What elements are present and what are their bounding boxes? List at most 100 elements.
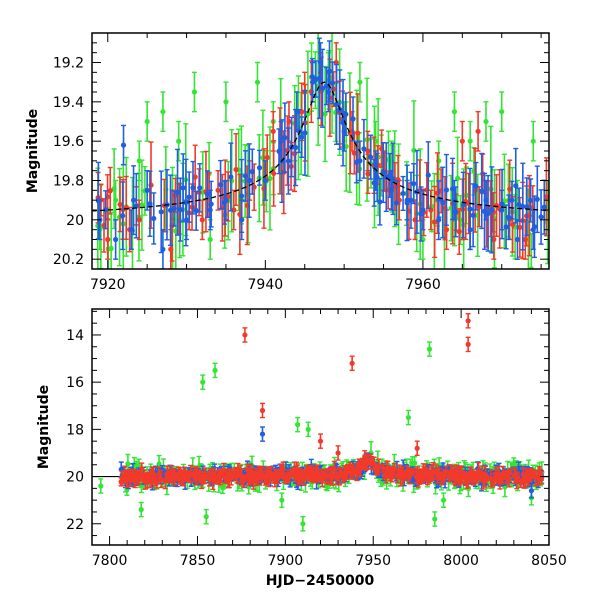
green-point (530, 138, 536, 144)
blue-point (341, 128, 347, 134)
blue-point (120, 213, 126, 219)
y-tick-label: 19.8 (53, 174, 84, 190)
blue-point (520, 203, 526, 210)
blue-point (380, 169, 386, 176)
green-point (108, 245, 114, 252)
y-tick-label: 19.6 (53, 134, 84, 150)
green-point (113, 197, 119, 203)
blue-point (256, 165, 263, 171)
blue-point (299, 134, 305, 140)
red-point (156, 471, 162, 478)
blue-point (285, 158, 291, 164)
red-point (507, 470, 513, 476)
red-point (291, 150, 298, 157)
blue-point (144, 187, 150, 193)
blue-point (357, 158, 363, 164)
green-point (451, 109, 458, 115)
data-layer (92, 313, 549, 532)
red-point (355, 130, 361, 136)
green-point (499, 109, 505, 115)
blue-point (197, 185, 203, 191)
red-point (522, 236, 528, 243)
blue-point (325, 89, 331, 95)
blue-point (310, 79, 316, 85)
green-point (411, 147, 417, 153)
red-point (203, 473, 209, 479)
blue-point (282, 135, 288, 141)
red-point (483, 475, 490, 481)
green-point (144, 118, 150, 125)
green-point (160, 109, 166, 115)
red-point (105, 236, 111, 243)
green-point (136, 158, 142, 164)
x-tick-label: 7920 (90, 277, 126, 293)
green-point (322, 111, 328, 117)
blue-point (513, 183, 519, 189)
green-point (207, 236, 213, 243)
blue-point (530, 227, 536, 233)
red-point (475, 468, 482, 474)
red-point (271, 170, 277, 177)
blue-point (393, 200, 400, 206)
red-point (215, 187, 221, 193)
blue-point (420, 207, 426, 213)
blue-point (190, 185, 196, 191)
red-point (158, 476, 164, 482)
red-point (432, 219, 438, 225)
red-point (456, 228, 462, 235)
blue-point (373, 168, 379, 174)
blue-point (186, 194, 192, 200)
y-tick-label: 20 (66, 213, 84, 229)
blue-point (239, 193, 245, 199)
green-point (176, 138, 182, 144)
blue-point (514, 236, 521, 243)
blue-point (479, 188, 485, 194)
blue-point (292, 144, 299, 151)
top-y-axis-title: Magnitude (25, 109, 41, 193)
blue-point (239, 217, 245, 223)
blue-point (249, 169, 255, 175)
blue-point (319, 85, 326, 91)
green-point (454, 175, 461, 181)
blue-point (262, 177, 268, 184)
blue-point (534, 196, 540, 202)
blue-point (204, 191, 211, 197)
blue-point (425, 172, 431, 178)
blue-point (503, 224, 509, 230)
blue-point (180, 185, 186, 191)
red-point (475, 128, 481, 134)
blue-point (133, 203, 139, 209)
red-point (168, 246, 174, 252)
blue-point (207, 207, 213, 213)
blue-point (130, 197, 137, 203)
x-tick-label: 7940 (248, 277, 284, 293)
red-point (192, 174, 198, 180)
red-point (407, 473, 413, 479)
blue-point (443, 187, 450, 193)
red-point (507, 186, 513, 192)
blue-point (183, 217, 190, 223)
red-point (217, 478, 223, 484)
blue-point (499, 207, 505, 213)
red-point (443, 227, 450, 233)
green-point (125, 461, 131, 467)
blue-point (120, 142, 127, 148)
blue-point (333, 101, 340, 108)
green-point (483, 118, 489, 125)
red-point (299, 109, 305, 115)
red-point (443, 468, 449, 475)
green-point (412, 460, 418, 466)
blue-point (160, 246, 166, 252)
green-point (223, 99, 229, 105)
blue-point (217, 182, 224, 188)
blue-point (470, 212, 476, 218)
top-axis-ticks: 7920 7940 7960 19.2 19.4 19.6 19.8 20 20.2 (53, 32, 549, 293)
blue-point (278, 138, 284, 144)
blue-point (377, 199, 383, 205)
blue-point (411, 181, 417, 187)
blue-point (174, 189, 181, 195)
model-curve (92, 81, 549, 212)
top-plot-area (92, 33, 549, 269)
red-point (349, 128, 355, 134)
